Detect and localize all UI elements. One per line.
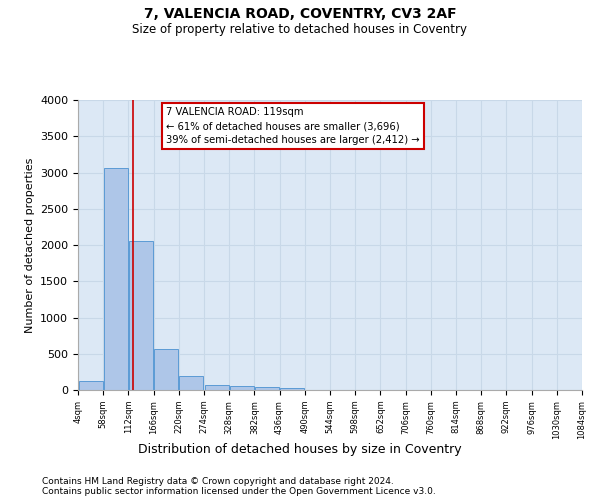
Text: 7 VALENCIA ROAD: 119sqm
← 61% of detached houses are smaller (3,696)
39% of semi: 7 VALENCIA ROAD: 119sqm ← 61% of detache… — [166, 108, 420, 146]
Bar — [205, 385, 229, 390]
Bar — [230, 386, 254, 390]
Text: Distribution of detached houses by size in Coventry: Distribution of detached houses by size … — [138, 442, 462, 456]
Y-axis label: Number of detached properties: Number of detached properties — [25, 158, 35, 332]
Text: Contains HM Land Registry data © Crown copyright and database right 2024.: Contains HM Land Registry data © Crown c… — [42, 478, 394, 486]
Bar — [255, 387, 279, 390]
Bar — [280, 388, 304, 390]
Text: Size of property relative to detached houses in Coventry: Size of property relative to detached ho… — [133, 22, 467, 36]
Text: Contains public sector information licensed under the Open Government Licence v3: Contains public sector information licen… — [42, 488, 436, 496]
Bar — [104, 168, 128, 390]
Bar — [129, 240, 153, 390]
Text: 7, VALENCIA ROAD, COVENTRY, CV3 2AF: 7, VALENCIA ROAD, COVENTRY, CV3 2AF — [143, 8, 457, 22]
Bar — [154, 350, 178, 390]
Bar — [179, 376, 203, 390]
Bar — [79, 380, 103, 390]
